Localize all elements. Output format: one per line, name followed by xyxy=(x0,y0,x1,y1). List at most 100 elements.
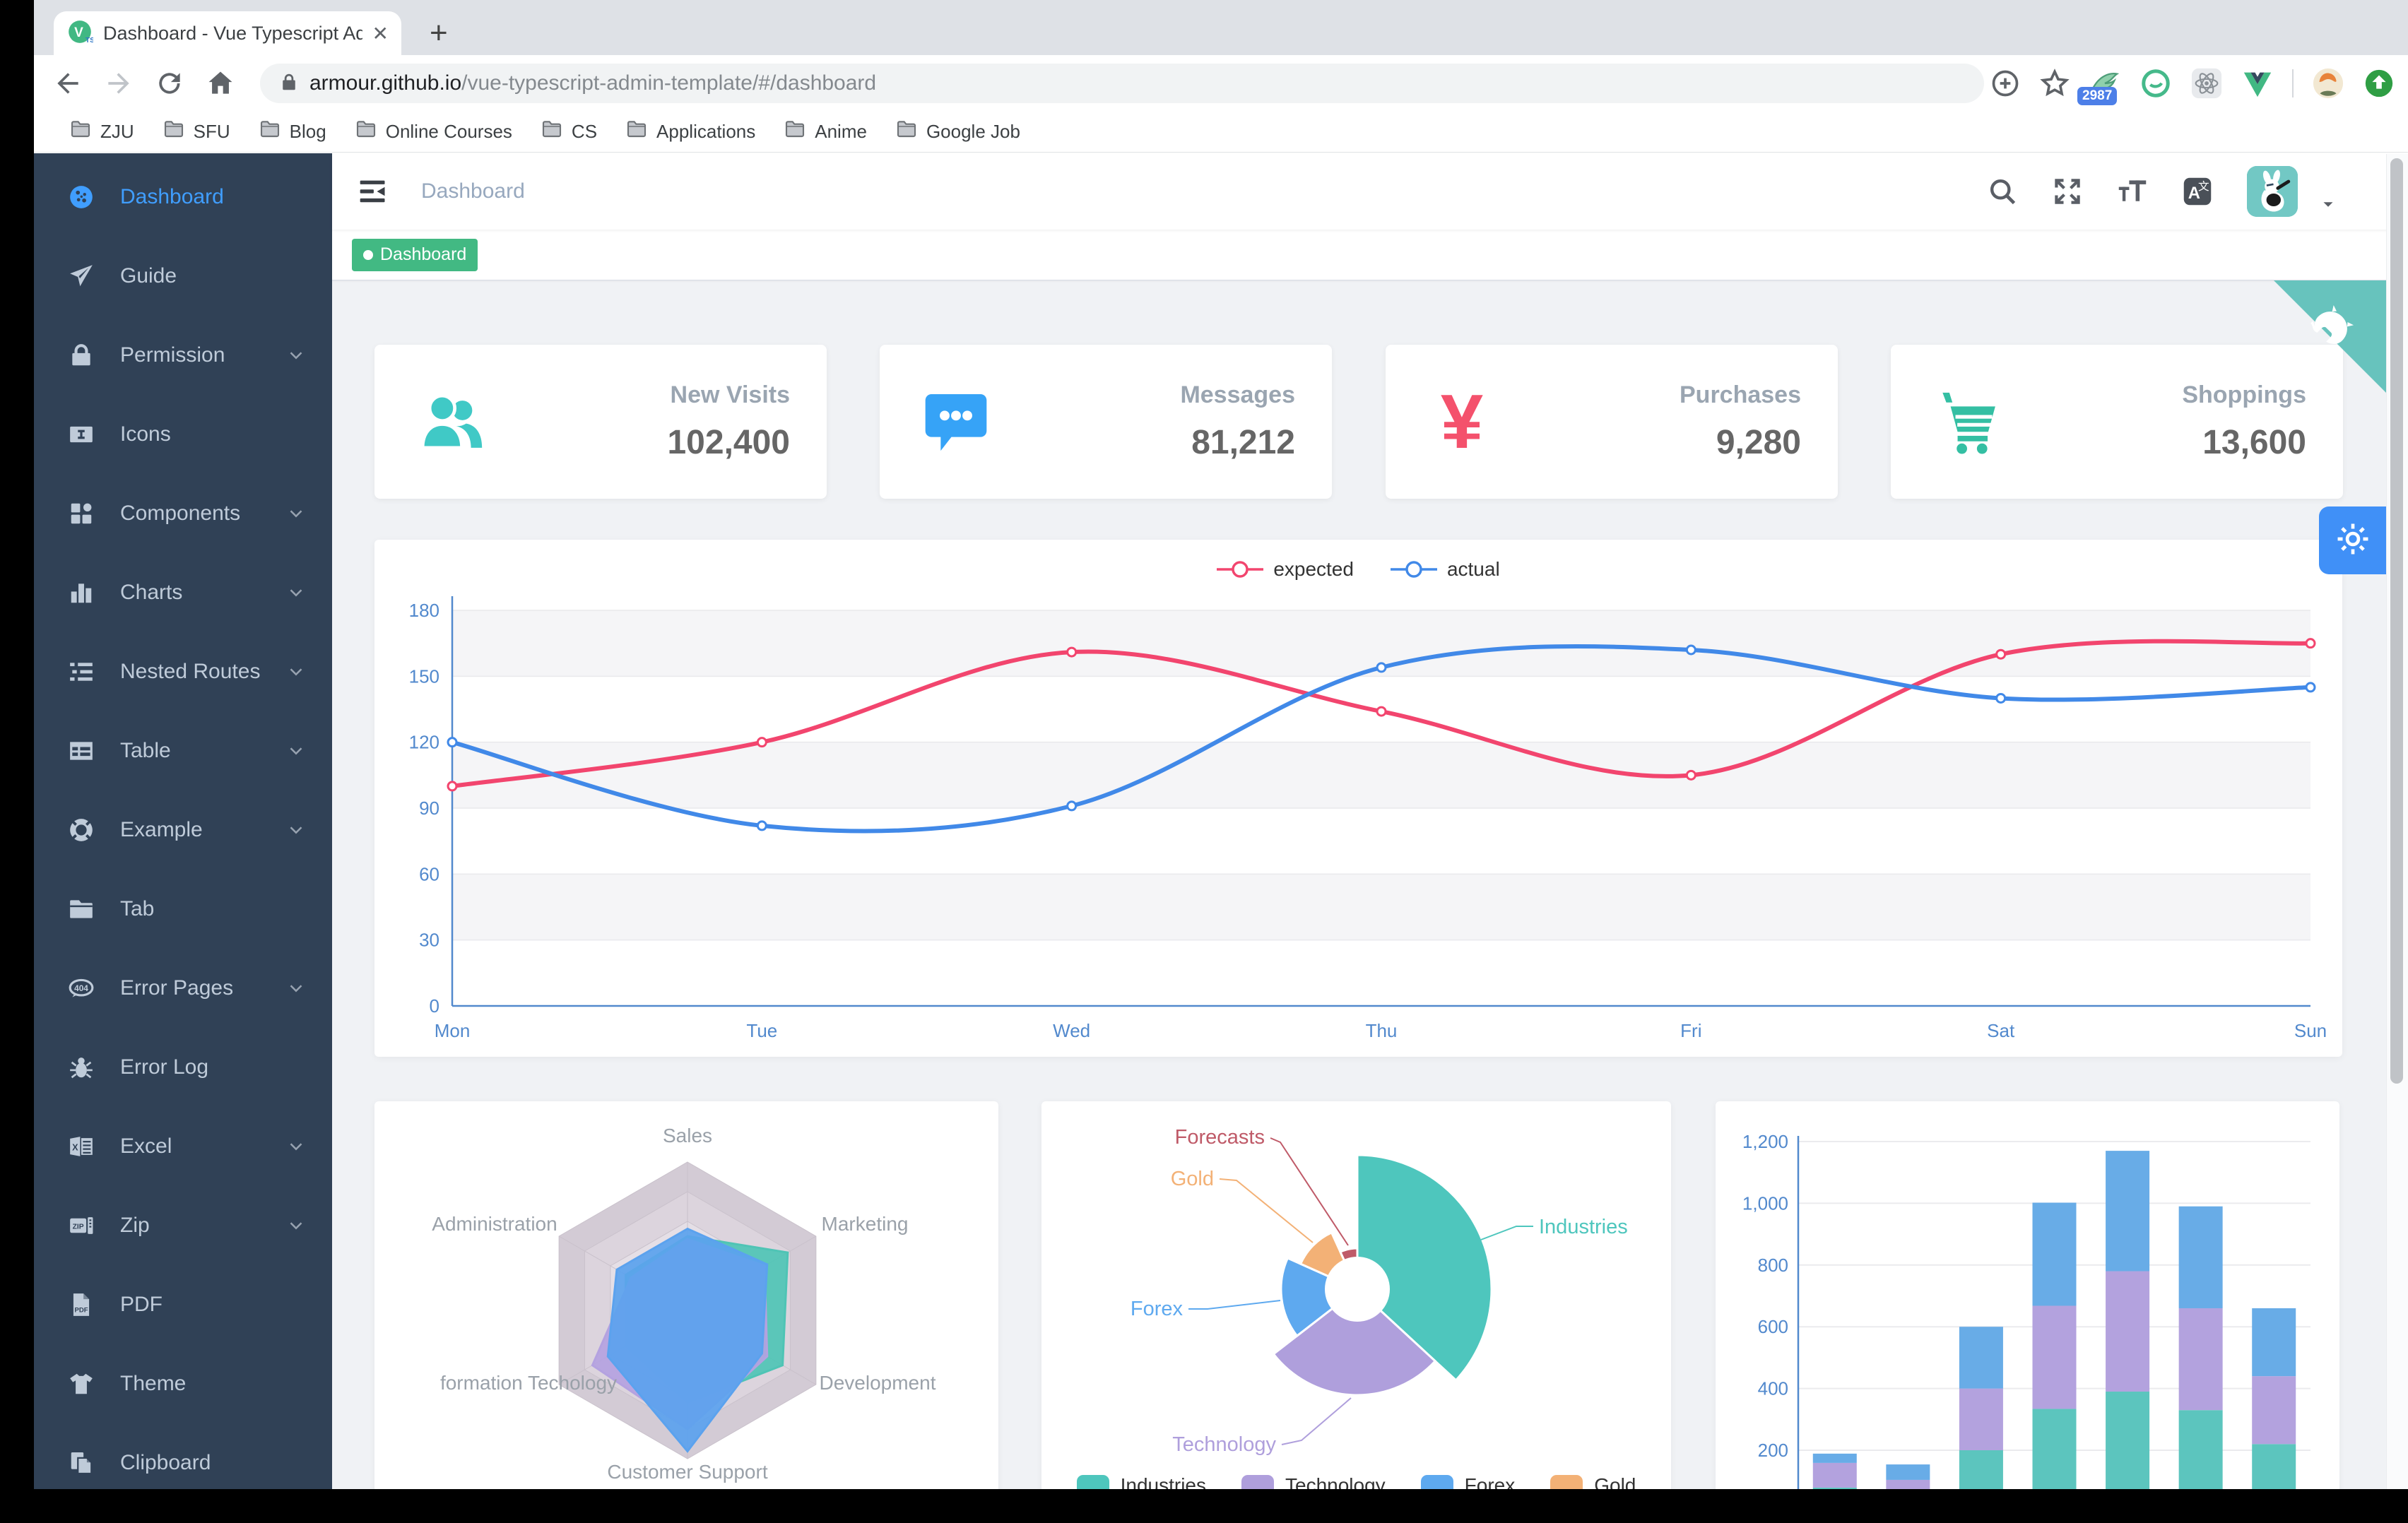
sidebar-item-label: Icons xyxy=(120,422,171,446)
pie-chart[interactable]: Industries Technology Forex Gold Forecasts xyxy=(1041,1101,1671,1489)
pie-legend-item-forex[interactable]: Forex xyxy=(1420,1474,1515,1489)
bookmark-item[interactable]: SFU xyxy=(148,118,244,146)
toolbar-separator xyxy=(2292,69,2294,97)
stat-card-messages[interactable]: Messages 81,212 xyxy=(880,345,1332,499)
extension-react-icon[interactable] xyxy=(2190,67,2223,100)
bookmark-item[interactable]: Blog xyxy=(244,118,341,146)
pie-legend-item-gold[interactable]: Gold xyxy=(1550,1474,1636,1489)
sidebar-item-pdf[interactable]: PDF PDF xyxy=(34,1265,332,1344)
bookmark-label: ZJU xyxy=(100,121,134,142)
sidebar-item-dashboard[interactable]: Dashboard xyxy=(34,158,332,237)
guide-icon xyxy=(68,263,95,290)
lock-icon xyxy=(68,342,95,369)
update-icon[interactable] xyxy=(2363,67,2395,100)
avatar[interactable] xyxy=(2247,166,2298,217)
sidebar-item-label: Tab xyxy=(120,897,155,920)
bar-chart[interactable]: 200 400 600 800 1,000 1,200 xyxy=(1716,1101,2339,1489)
forward-icon xyxy=(103,68,134,99)
stat-card-label: Purchases xyxy=(1680,381,1801,408)
sidebar-item-zip[interactable]: ZIP Zip xyxy=(34,1186,332,1265)
breadcrumb[interactable]: Dashboard xyxy=(421,179,525,203)
sidebar-item-error-pages[interactable]: 404 Error Pages xyxy=(34,949,332,1028)
example-icon xyxy=(68,817,95,843)
address-bar[interactable]: armour.github.io/vue-typescript-admin-te… xyxy=(260,64,1984,103)
bookmark-item[interactable]: CS xyxy=(526,118,611,146)
bookmark-star-icon[interactable] xyxy=(2039,68,2070,99)
zoom-plus-icon[interactable] xyxy=(1990,68,2021,99)
profile-avatar[interactable] xyxy=(2312,67,2344,100)
sidebar-item-clipboard[interactable]: Clipboard xyxy=(34,1423,332,1489)
tag-dashboard[interactable]: Dashboard xyxy=(352,238,478,271)
tab-close-icon[interactable]: ✕ xyxy=(372,22,389,45)
search-icon[interactable] xyxy=(1987,176,2018,207)
radar-chart[interactable]: Sales Marketing Development Customer Suppor… xyxy=(374,1101,998,1489)
svg-text:0: 0 xyxy=(430,995,439,1017)
legend-swatch xyxy=(1076,1475,1109,1489)
legend-item-actual[interactable]: actual xyxy=(1390,558,1500,581)
scrollbar-thumb[interactable] xyxy=(2390,158,2403,1084)
bookmark-item[interactable]: Google Job xyxy=(881,118,1034,146)
extension-ribbon-icon[interactable]: 2987 xyxy=(2077,67,2121,105)
svg-text:X: X xyxy=(72,1143,78,1153)
svg-text:Forecasts: Forecasts xyxy=(1175,1126,1265,1149)
sidebar-item-table[interactable]: Table xyxy=(34,711,332,790)
sidebar-item-tab[interactable]: Tab xyxy=(34,870,332,949)
reload-icon[interactable] xyxy=(154,68,185,99)
bookmark-item[interactable]: Anime xyxy=(769,118,881,146)
hamburger-icon[interactable] xyxy=(356,176,390,207)
chevron-down-icon[interactable] xyxy=(2319,195,2337,213)
github-corner-ribbon[interactable] xyxy=(2274,280,2387,393)
dashboard-content: New Visits 102,400 Messages 81,212 ¥ Purcha… xyxy=(332,280,2408,1489)
sidebar-item-charts[interactable]: Charts xyxy=(34,553,332,632)
browser-toolbar: armour.github.io/vue-typescript-admin-te… xyxy=(34,55,2408,112)
back-icon[interactable] xyxy=(52,68,83,99)
stat-card-purchases[interactable]: ¥ Purchases 9,280 xyxy=(1386,345,1838,499)
folder-icon xyxy=(163,118,185,146)
fullscreen-icon[interactable] xyxy=(2052,176,2083,207)
svg-text:Sales: Sales xyxy=(663,1125,712,1146)
home-icon[interactable] xyxy=(205,68,236,99)
extension-circle-icon[interactable] xyxy=(2140,67,2172,100)
pie-legend-item-industries[interactable]: Industries xyxy=(1076,1474,1206,1489)
sidebar-item-nested-routes[interactable]: Nested Routes xyxy=(34,632,332,711)
new-tab-button[interactable]: + xyxy=(430,16,448,50)
pie-chart-legend[interactable]: Industries Technology Forex Gold xyxy=(1041,1474,1671,1489)
sidebar-item-icons[interactable]: Icons xyxy=(34,395,332,474)
sidebar-item-label: PDF xyxy=(120,1293,163,1316)
sidebar-item-error-log[interactable]: Error Log xyxy=(34,1028,332,1107)
svg-text:90: 90 xyxy=(419,798,439,819)
sidebar-item-excel[interactable]: X Excel xyxy=(34,1107,332,1186)
extension-badge: 2987 xyxy=(2077,87,2118,105)
legend-item-expected[interactable]: expected xyxy=(1217,558,1354,581)
svg-text:Customer Support: Customer Support xyxy=(607,1461,767,1483)
chevron-down-icon xyxy=(285,1215,307,1236)
stat-card-shoppings[interactable]: Shoppings 13,600 xyxy=(1891,345,2343,499)
line-chart[interactable]: 0 30 60 90 120 150 180 Mon Tue Wed Thu Fri Sat Sun xyxy=(374,540,2342,1057)
bookmark-item[interactable]: ZJU xyxy=(55,118,148,146)
stat-card-new-visits[interactable]: New Visits 102,400 xyxy=(374,345,827,499)
bookmark-item[interactable]: Applications xyxy=(611,118,769,146)
sidebar-item-permission[interactable]: Permission xyxy=(34,316,332,395)
bookmark-item[interactable]: Online Courses xyxy=(341,118,526,146)
sidebar-item-label: Charts xyxy=(120,581,183,604)
svg-text:ZIP: ZIP xyxy=(73,1223,84,1231)
line-chart-legend[interactable]: expected actual xyxy=(374,558,2342,581)
vue-favicon: VTS xyxy=(66,18,95,49)
browser-tab[interactable]: VTS Dashboard - Vue Typescript Ad ✕ xyxy=(54,11,401,55)
pie-legend-item-technology[interactable]: Technology xyxy=(1241,1474,1386,1489)
chevron-down-icon xyxy=(285,819,307,841)
sidebar-item-components[interactable]: Components xyxy=(34,474,332,553)
sidebar-item-guide[interactable]: Guide xyxy=(34,237,332,316)
chevron-down-icon xyxy=(285,582,307,603)
sidebar-item-theme[interactable]: Theme xyxy=(34,1344,332,1423)
sidebar-item-label: Zip xyxy=(120,1214,150,1237)
svg-text:400: 400 xyxy=(1758,1378,1788,1399)
text-size-icon[interactable] xyxy=(2117,176,2148,207)
sidebar-item-example[interactable]: Example xyxy=(34,790,332,870)
extension-vue-icon[interactable] xyxy=(2241,67,2274,100)
settings-gear-button[interactable] xyxy=(2319,506,2387,574)
page-scrollbar[interactable] xyxy=(2386,154,2408,1489)
